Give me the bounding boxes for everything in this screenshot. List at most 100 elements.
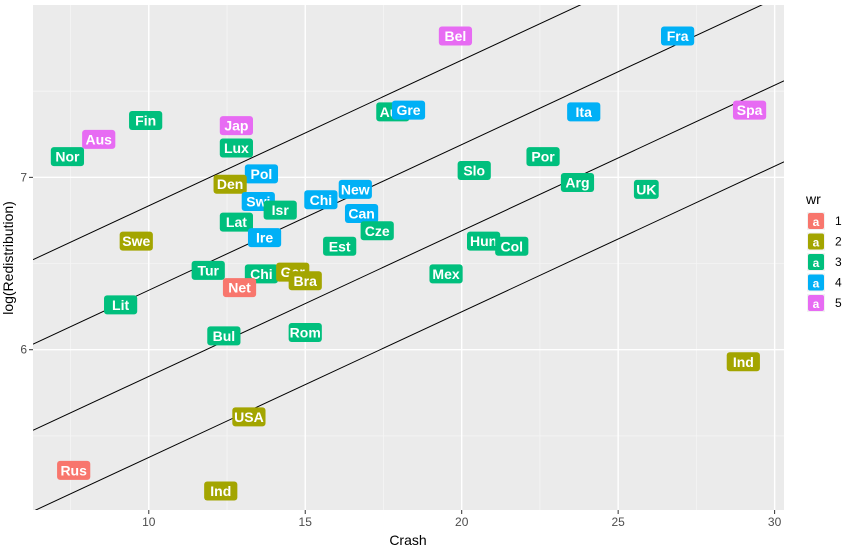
label-text: Ind	[210, 483, 231, 499]
label-box	[495, 236, 529, 256]
point-label: Rom	[288, 322, 322, 342]
x-tick-label: 20	[455, 515, 469, 529]
label-text: Bra	[294, 273, 318, 289]
point-label: Ire	[247, 228, 282, 248]
point-label: Swe	[119, 231, 153, 251]
point-label: New	[338, 179, 372, 199]
point-label: Bel	[438, 26, 473, 46]
label-text: Spa	[737, 102, 763, 118]
label-box	[338, 179, 372, 199]
reference-line	[34, 161, 784, 510]
legend-key-glyph: a	[813, 277, 820, 291]
legend-label: 5	[835, 296, 842, 310]
point-label: Spa	[732, 100, 767, 120]
point-label: Est	[323, 236, 357, 256]
label-box	[304, 190, 338, 210]
label-box	[82, 129, 116, 149]
label-text: Chi	[250, 266, 273, 282]
label-box	[119, 231, 153, 251]
legend-key	[808, 274, 824, 291]
point-label: Ind	[726, 352, 760, 372]
plot-lines	[33, 5, 784, 510]
legend-key-glyph: a	[813, 297, 820, 311]
point-label: Cze	[360, 221, 394, 241]
label-text: Jap	[224, 118, 248, 134]
label-box	[633, 179, 659, 199]
point-label: Col	[495, 236, 529, 256]
label-box	[213, 174, 247, 194]
point-label: Arg	[560, 173, 595, 193]
legend-key-glyph: a	[813, 256, 820, 270]
label-text: Mex	[432, 266, 459, 282]
label-text: Net	[228, 280, 251, 296]
point-label: Mex	[429, 264, 463, 284]
label-text: Lat	[226, 214, 247, 230]
label-box	[344, 204, 379, 224]
label-text: USA	[234, 409, 264, 425]
label-text: Swe	[122, 233, 150, 249]
point-label: Bul	[207, 326, 241, 346]
label-box	[567, 102, 601, 122]
label-box	[323, 236, 357, 256]
label-text: Col	[500, 238, 523, 254]
point-label: Isr	[263, 200, 297, 220]
label-text: Pol	[251, 166, 273, 182]
x-axis: 10 15 20 25 30	[142, 510, 782, 529]
y-axis: 67	[20, 170, 33, 357]
label-text: Chi	[310, 192, 333, 208]
point-label: Slo	[457, 160, 491, 180]
label-box	[288, 322, 322, 342]
legend-label: 3	[835, 255, 842, 269]
y-axis-title: log(Redistribution)	[0, 201, 16, 315]
label-box	[191, 260, 225, 280]
point-label: Nor	[50, 147, 85, 167]
label-text: Ind	[733, 354, 754, 370]
label-box	[244, 164, 279, 184]
legend-key	[808, 295, 824, 311]
point-label: Fra	[661, 26, 695, 46]
label-text: Cze	[365, 223, 390, 239]
point-label: Jap	[219, 116, 253, 136]
legend-key	[808, 233, 824, 250]
x-tick-label: 15	[299, 515, 313, 529]
label-box	[207, 326, 241, 346]
point-label: Ita	[567, 102, 601, 122]
minor-gridlines	[33, 5, 784, 510]
major-gridlines	[33, 5, 784, 510]
x-tick-label: 25	[611, 515, 625, 529]
label-text: Tur	[197, 262, 219, 278]
x-axis-title: Crash	[389, 532, 426, 548]
label-box	[50, 147, 85, 167]
point-label: Ind	[204, 481, 238, 501]
label-text: Den	[217, 176, 243, 192]
x-tick-label: 30	[768, 515, 782, 529]
label-text: Est	[329, 238, 351, 254]
point-label: Lux	[219, 138, 253, 158]
point-label: Fin	[129, 110, 163, 130]
label-text: Ita	[576, 104, 593, 120]
label-box	[104, 295, 138, 315]
legend-key	[808, 213, 824, 229]
label-text: New	[341, 181, 370, 197]
reference-line	[33, 5, 763, 345]
label-box	[457, 160, 491, 180]
x-tick-label: 10	[142, 515, 156, 529]
label-box	[232, 407, 266, 427]
point-label: Lit	[104, 295, 138, 315]
label-box	[391, 100, 426, 120]
label-box	[526, 147, 560, 167]
legend-key	[808, 254, 824, 270]
label-box	[129, 110, 163, 130]
label-box	[219, 116, 253, 136]
label-box	[560, 173, 595, 193]
label-box	[438, 26, 473, 46]
label-box	[57, 460, 91, 480]
label-box	[247, 228, 282, 248]
reference-line	[33, 80, 784, 431]
point-label: Bra	[288, 271, 322, 291]
point-label: Pol	[244, 164, 279, 184]
